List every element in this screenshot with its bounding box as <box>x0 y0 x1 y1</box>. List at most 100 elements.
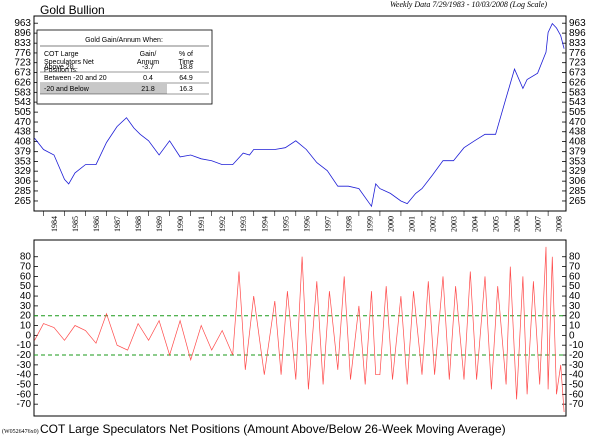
top-y-tick-label-left: 723 <box>14 58 31 69</box>
year-tick-label: 1997 <box>323 216 332 232</box>
top-y-tick-label-left: 438 <box>14 127 31 138</box>
bottom-y-tick-label-right: 70 <box>569 262 581 273</box>
bottom-y-tick-label-left: 30 <box>20 301 32 312</box>
top-y-tick-label-left: 353 <box>14 156 31 167</box>
bottom-y-tick-label-right: 10 <box>569 321 581 332</box>
bottom-y-tick-label-left: 60 <box>20 271 32 282</box>
year-tick-label: 2006 <box>513 216 522 232</box>
top-y-tick-label-left: 306 <box>14 176 31 187</box>
top-y-tick-label-left: 583 <box>14 87 31 98</box>
table-row-highlight <box>40 83 167 94</box>
gain-table-rows: Above 20 -3.7 18.8 Between -20 and 20 0.4 64.… <box>40 64 209 95</box>
gain-table-col-gain: Gain/Annum <box>137 51 159 66</box>
chart-code: (W0526476x0) <box>2 428 39 435</box>
top-y-tick-label-left: 833 <box>14 38 31 49</box>
top-y-tick-label-right: 543 <box>569 97 586 108</box>
bottom-y-tick-label-right: 20 <box>569 311 581 322</box>
year-tick-label: 1985 <box>71 216 80 232</box>
bottom-y-tick-label-left: 0 <box>25 330 31 341</box>
top-y-tick-label-right: 306 <box>569 176 586 187</box>
table-row-label: Between -20 and 20 <box>44 75 107 82</box>
top-y-tick-label-left: 896 <box>14 28 31 39</box>
year-tick-label: 1990 <box>176 216 185 232</box>
table-row-gain: 0.4 <box>143 75 153 82</box>
bottom-y-tick-label-right: -40 <box>569 370 584 381</box>
bottom-y-tick-label-left: -70 <box>17 399 32 410</box>
top-y-tick-label-left: 505 <box>14 107 31 118</box>
table-row-gain: 21.8 <box>141 86 155 93</box>
cot-net-position-line <box>34 246 565 413</box>
year-tick-label: 2001 <box>407 216 416 232</box>
top-y-tick-label-right: 285 <box>569 186 586 197</box>
year-tick-label: 1998 <box>344 216 353 232</box>
year-tick-label: 1991 <box>197 216 206 232</box>
bottom-plot-frame <box>33 239 567 417</box>
bottom-y-tick-label-right: 80 <box>569 252 581 263</box>
top-chart-subtitle: Weekly Data 7/29/1983 - 10/03/2008 (Log … <box>390 0 547 9</box>
bottom-y-tick-label-right: -70 <box>569 399 584 410</box>
bottom-y-tick-label-right: 40 <box>569 291 581 302</box>
top-y-tick-label-right: 833 <box>569 38 586 49</box>
top-chart-title: Gold Bullion <box>40 3 105 17</box>
table-row-time: 18.8 <box>179 64 193 71</box>
top-y-tick-label-right: 470 <box>569 117 586 128</box>
year-tick-label: 1996 <box>302 216 311 232</box>
bottom-y-tick-label-left: 40 <box>20 291 32 302</box>
bottom-y-tick-label-right: -30 <box>569 360 584 371</box>
bottom-y-tick-label-right: 30 <box>569 301 581 312</box>
bottom-y-tick-label-left: -20 <box>17 350 32 361</box>
top-y-tick-label-left: 626 <box>14 78 31 89</box>
top-y-tick-label-right: 673 <box>569 68 586 79</box>
year-tick-label: 2005 <box>492 216 501 232</box>
top-y-tick-label-left: 470 <box>14 117 31 128</box>
top-y-tick-label-right: 626 <box>569 78 586 89</box>
bottom-y-tick-label-left: -10 <box>17 340 32 351</box>
top-y-tick-label-right: 265 <box>569 196 586 207</box>
year-tick-label: 1988 <box>134 216 143 232</box>
top-y-tick-label-right: 329 <box>569 166 586 177</box>
top-y-tick-label-right: 583 <box>569 87 586 98</box>
gain-table-header: Gold Gain/Annum When: <box>85 37 163 44</box>
year-tick-label: 1992 <box>218 216 227 232</box>
top-y-tick-label-left: 265 <box>14 196 31 207</box>
bottom-y-tick-label-right: -60 <box>569 389 584 400</box>
top-y-tick-label-right: 963 <box>569 18 586 29</box>
bottom-y-tick-label-right: 60 <box>569 271 581 282</box>
gain-table: Gold Gain/Annum When: COT Large Speculato… <box>36 29 213 105</box>
bottom-y-tick-label-right: 0 <box>569 330 575 341</box>
table-row-gain: -3.7 <box>142 64 154 71</box>
top-y-tick-label-left: 408 <box>14 137 31 148</box>
top-y-tick-label-right: 408 <box>569 137 586 148</box>
bottom-y-tick-label-left: 80 <box>20 252 32 263</box>
gain-table-col-time: % of Time <box>178 51 193 66</box>
top-y-tick-label-right: 776 <box>569 48 586 59</box>
bottom-y-tick-label-left: 50 <box>20 281 32 292</box>
top-y-tick-label-right: 505 <box>569 107 586 118</box>
bottom-y-tick-label-right: 50 <box>569 281 581 292</box>
year-tick-label: 1986 <box>92 216 101 232</box>
top-y-tick-label-left: 963 <box>14 18 31 29</box>
bottom-y-tick-label-right: -10 <box>569 340 584 351</box>
year-tick-label: 1995 <box>281 216 290 232</box>
top-y-tick-label-left: 285 <box>14 186 31 197</box>
year-tick-label: 2003 <box>450 216 459 232</box>
gain-table-col-condition: COT Large Speculators Net Position is: <box>44 51 94 74</box>
top-y-tick-label-right: 723 <box>569 58 586 69</box>
top-y-axis-right: 9638968337767236736265835435054704384083… <box>562 18 586 207</box>
table-row-time: 16.3 <box>179 86 193 93</box>
top-y-tick-label-left: 329 <box>14 166 31 177</box>
table-row-label: Above 20 <box>44 64 74 71</box>
year-tick-label: 1987 <box>113 216 122 232</box>
top-y-axis-left: 9638968337767236736265835435054704384083… <box>14 18 38 207</box>
gold-price-line <box>34 22 565 208</box>
year-tick-label: 2002 <box>429 216 438 232</box>
year-tick-label: 1999 <box>365 216 374 232</box>
top-y-tick-label-left: 673 <box>14 68 31 79</box>
bottom-y-tick-label-left: 20 <box>20 311 32 322</box>
year-axis: 1984 1985 1986 1987 1988 1989 1990 1991 1992 1993… <box>43 211 564 232</box>
top-y-tick-label-left: 543 <box>14 97 31 108</box>
bottom-y-tick-label-left: 70 <box>20 262 32 273</box>
year-tick-label: 1994 <box>260 216 269 232</box>
